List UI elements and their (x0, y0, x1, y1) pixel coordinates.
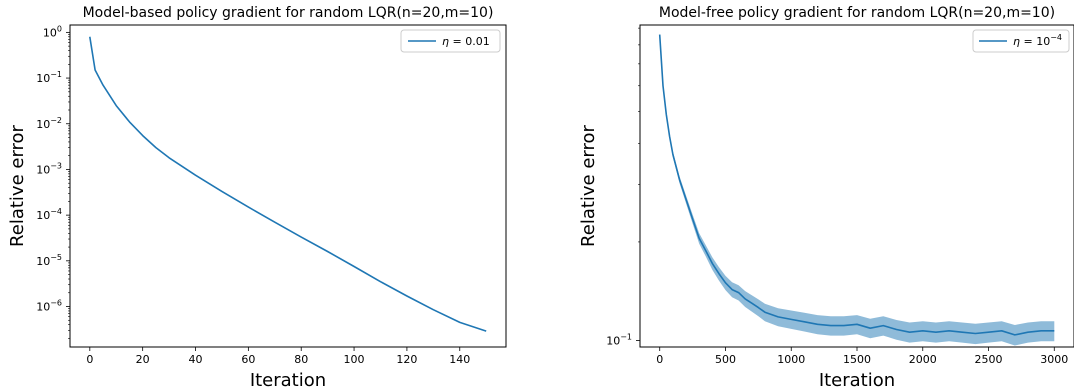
right-x-tick-label: 2500 (975, 353, 1003, 366)
right-legend-label: η = 10−4 (1013, 33, 1062, 48)
right-legend: η = 10−4 (972, 29, 1070, 53)
right-legend-box (972, 29, 1070, 53)
right-legend-symbol: η (1013, 35, 1020, 48)
right-x-tick-label: 500 (715, 353, 736, 366)
left-legend-value: = 0.01 (449, 35, 490, 48)
left-x-tick-label: 20 (136, 353, 150, 366)
right-x-tick-label: 0 (656, 353, 663, 366)
left-x-tick-label: 40 (189, 353, 203, 366)
left-y-tick-label: 10−6 (36, 299, 62, 314)
left-x-tick-label: 80 (294, 353, 308, 366)
right-chart: Model-free policy gradient for random LQ… (578, 5, 1074, 391)
left-x-tick-label: 60 (241, 353, 255, 366)
left-y-tick-label: 100 (43, 24, 62, 39)
left-series-line (89, 36, 487, 332)
left-y-tick-label: 10−3 (36, 161, 62, 176)
right-confidence-band (659, 33, 1055, 346)
right-x-axis-label: Iteration (819, 370, 895, 391)
left-plot-area (89, 36, 487, 332)
right-axes-frame (639, 24, 1074, 348)
left-x-tick-label: 100 (344, 353, 365, 366)
right-ticks: 0 500 1000 1500 2000 2500 3000 10−1 (606, 27, 1068, 366)
left-y-tick-label: 10−5 (36, 253, 62, 268)
right-x-tick-label: 2000 (909, 353, 937, 366)
left-y-tick-label: 10−1 (36, 70, 62, 85)
left-x-tick-label: 120 (396, 353, 417, 366)
right-y-axis-label: Relative error (578, 124, 599, 246)
left-legend: η = 0.01 (400, 29, 501, 53)
right-chart-title: Model-free policy gradient for random LQ… (659, 5, 1055, 21)
right-y-tick-label: 10−1 (606, 332, 632, 347)
right-x-tick-label: 3000 (1040, 353, 1068, 366)
right-x-tick-label: 1500 (843, 353, 871, 366)
left-legend-symbol: η (442, 35, 449, 48)
left-y-tick-label: 10−4 (36, 207, 62, 222)
left-axes-frame (69, 24, 507, 348)
right-plot-area (658, 33, 1055, 346)
left-chart-title: Model-based policy gradient for random L… (83, 5, 494, 21)
left-legend-box (400, 29, 501, 53)
left-x-tick-label: 140 (449, 353, 470, 366)
left-legend-label: η = 0.01 (442, 35, 490, 48)
right-legend-exponent: −4 (1050, 33, 1062, 42)
right-x-tick-label: 1000 (777, 353, 805, 366)
left-x-tick-label: 0 (86, 353, 93, 366)
right-series-line (658, 34, 1055, 336)
left-y-axis-label: Relative error (7, 124, 28, 246)
left-ticks: 0 20 40 60 80 100 120 140 100 10−1 10−2 10−3 10−4 10−… (36, 24, 470, 366)
right-legend-value: = 10 (1020, 35, 1050, 48)
left-x-axis-label: Iteration (250, 370, 326, 391)
left-chart: Model-based policy gradient for random L… (7, 5, 507, 391)
left-y-tick-label: 10−2 (36, 116, 62, 131)
